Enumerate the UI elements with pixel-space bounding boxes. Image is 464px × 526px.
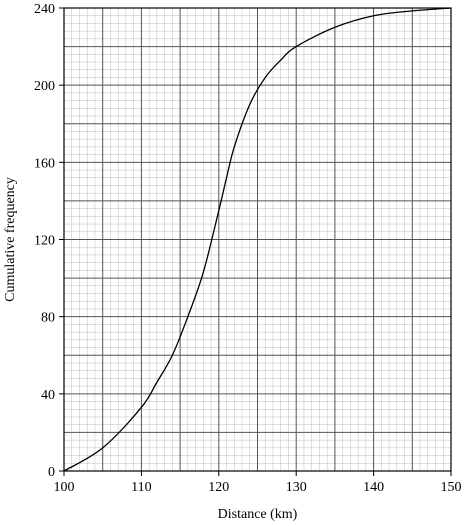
x-axis-ticks: 100 110 120 130 140 150 — [54, 471, 462, 495]
x-tick-label: 150 — [441, 480, 462, 495]
y-tick-label: 200 — [34, 79, 55, 94]
y-tick-label: 120 — [34, 234, 55, 249]
y-axis-label: Cumulative frequency — [3, 177, 18, 302]
x-tick-label: 100 — [54, 480, 75, 495]
x-tick-label: 120 — [208, 480, 229, 495]
x-tick-label: 130 — [286, 480, 307, 495]
y-tick-label: 160 — [34, 156, 55, 171]
major-gridlines — [64, 8, 451, 471]
y-tick-label: 240 — [34, 2, 55, 17]
y-tick-label: 80 — [41, 311, 55, 326]
x-tick-label: 140 — [363, 480, 384, 495]
y-axis-ticks: 0 40 80 120 160 200 240 — [34, 2, 64, 480]
y-tick-label: 0 — [48, 465, 55, 480]
y-tick-label: 40 — [41, 388, 55, 403]
x-tick-label: 110 — [131, 480, 151, 495]
x-axis-label: Distance (km) — [218, 507, 298, 522]
cumulative-frequency-curve — [63, 7, 452, 472]
